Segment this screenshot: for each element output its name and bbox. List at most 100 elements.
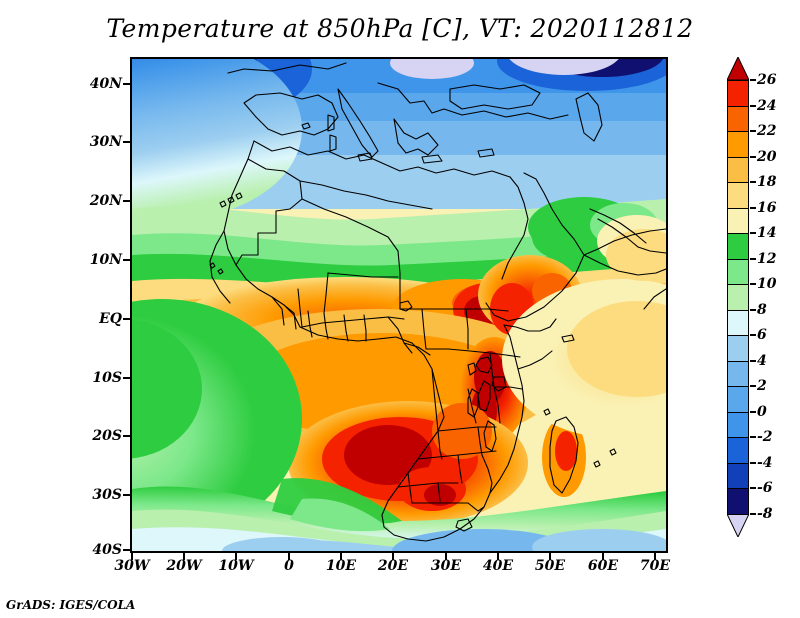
colorbar-band <box>727 156 749 184</box>
colorbar-band <box>727 309 749 337</box>
x-tick-mark <box>235 553 237 560</box>
colorbar-tick-mark <box>750 410 756 413</box>
colorbar-band <box>727 182 749 209</box>
x-tick-mark <box>549 553 551 560</box>
y-tick-mark <box>123 83 130 85</box>
y-tick-mark <box>123 141 130 143</box>
heatmap-layer <box>132 59 666 551</box>
x-tick-mark <box>445 553 447 560</box>
y-tick-mark <box>123 259 130 261</box>
colorbar-band <box>727 284 749 311</box>
y-tick-label: 30S <box>92 487 122 503</box>
colorbar-tick-label: 12 <box>757 250 777 267</box>
colorbar-band <box>727 411 749 439</box>
colorbar-tick-label: 0 <box>757 403 767 420</box>
colorbar-band <box>727 437 749 464</box>
x-tick-label: 10E <box>325 558 357 574</box>
colorbar: 26 24 22 20 18 16 14 12 10 8 6 4 2 0 -2 -4 -6 -8 <box>727 57 776 537</box>
colorbar-top-arrow <box>727 57 749 80</box>
colorbar-tick-mark <box>750 283 756 286</box>
y-tick-label: 10N <box>89 252 122 268</box>
x-tick-label: 0 <box>284 558 294 574</box>
colorbar-band <box>727 207 749 235</box>
colorbar-tick-label: 20 <box>757 148 777 165</box>
y-tick-label: 30N <box>89 134 122 150</box>
colorbar-tick-mark <box>750 79 756 81</box>
coastline-and-borders-layer <box>209 62 666 542</box>
y-tick-mark <box>123 549 130 551</box>
colorbar-tick-label: 2 <box>757 378 767 395</box>
page-title: Temperature at 850hPa [C], VT: 202011281… <box>106 14 694 43</box>
x-tick-label: 70E <box>639 558 671 574</box>
colorbar-tick-label: 6 <box>757 327 767 344</box>
colorbar-band <box>727 105 749 133</box>
y-tick-label: 20S <box>92 428 122 444</box>
colorbar-tick-mark <box>750 232 756 235</box>
colorbar-band <box>727 488 749 515</box>
x-tick-label: 20W <box>166 558 202 574</box>
colorbar-tick-mark <box>750 104 756 107</box>
colorbar-tick-label: 14 <box>757 225 777 242</box>
x-tick-mark <box>183 553 185 560</box>
x-tick-mark <box>602 553 604 560</box>
y-tick-mark <box>123 318 130 320</box>
colorbar-bottom-arrow <box>727 514 749 537</box>
y-tick-label: 20N <box>89 193 122 209</box>
colorbar-tick-mark <box>750 334 756 337</box>
y-tick-label: 10S <box>92 370 122 386</box>
colorbar-tick-label: -8 <box>757 506 773 522</box>
colorbar-tick-mark <box>750 461 756 464</box>
x-tick-mark <box>497 553 499 560</box>
colorbar-band <box>727 233 749 260</box>
colorbar-tick-mark <box>750 308 756 311</box>
colorbar-tick-mark <box>750 130 756 133</box>
y-tick-label: 40S <box>92 542 122 558</box>
colorbar-tick-label: 22 <box>757 123 777 140</box>
colorbar-tick-label: 8 <box>757 301 767 318</box>
y-tick-label: EQ <box>99 311 122 327</box>
colorbar-tick-label: 10 <box>757 276 777 293</box>
x-tick-label: 10W <box>218 558 254 574</box>
colorbar-tick-label: -6 <box>757 480 773 497</box>
x-tick-label: 30E <box>430 558 462 574</box>
colorbar-tick-mark <box>750 155 756 158</box>
y-tick-mark <box>123 494 130 496</box>
colorbar-tick-mark <box>750 181 756 184</box>
colorbar-tick-label: -4 <box>757 454 773 471</box>
x-tick-label: 40E <box>482 558 514 574</box>
colorbar-band <box>727 386 749 413</box>
colorbar-tick-label: 18 <box>757 174 777 191</box>
x-tick-label: 20E <box>377 558 409 574</box>
colorbar-tick-mark <box>750 487 756 490</box>
colorbar-tick-label: 24 <box>757 97 777 114</box>
map-plot-area <box>130 57 668 553</box>
colorbar-tick-mark <box>750 359 756 362</box>
y-tick-mark <box>123 200 130 202</box>
x-tick-mark <box>288 553 290 560</box>
colorbar-band <box>727 258 749 286</box>
colorbar-band <box>727 462 749 490</box>
colorbar-band <box>727 335 749 362</box>
temperature-heatmap <box>132 59 666 551</box>
colorbar-tick-label: 26 <box>757 72 777 88</box>
x-tick-mark <box>131 553 133 560</box>
y-tick-mark <box>123 377 130 379</box>
colorbar-tick-mark <box>750 257 756 260</box>
colorbar-band <box>727 80 749 107</box>
colorbar-tick-mark <box>750 206 756 209</box>
x-tick-label: 30W <box>114 558 150 574</box>
x-tick-label: 50E <box>534 558 566 574</box>
y-tick-label: 40N <box>89 76 122 92</box>
colorbar-tick-label: 16 <box>757 199 777 216</box>
colorbar-tick-label: -2 <box>757 429 773 446</box>
colorbar-tick-mark <box>750 513 756 515</box>
colorbar-tick-mark <box>750 436 756 439</box>
colorbar-tick-mark <box>750 385 756 388</box>
colorbar-tick-label: 4 <box>757 352 767 369</box>
colorbar-band <box>727 360 749 388</box>
x-tick-mark <box>654 553 656 560</box>
x-tick-label: 60E <box>587 558 619 574</box>
y-tick-mark <box>123 435 130 437</box>
x-tick-mark <box>392 553 394 560</box>
x-tick-mark <box>340 553 342 560</box>
